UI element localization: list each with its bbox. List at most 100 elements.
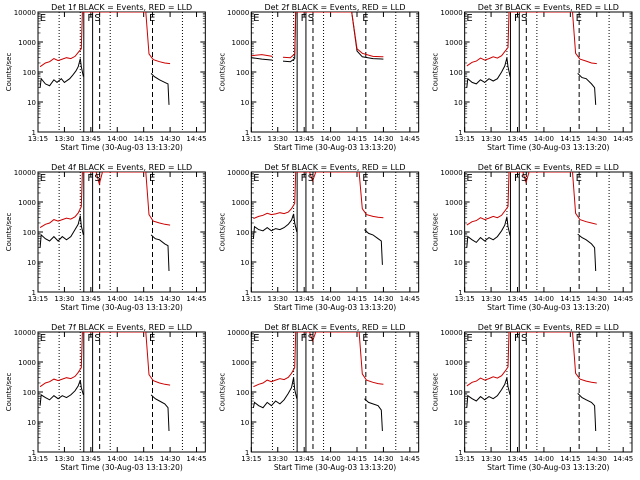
- y-axis-label: Counts/sec: [432, 213, 440, 252]
- series-line-events: [252, 377, 383, 432]
- x-tick-label: 14:45: [400, 135, 420, 143]
- y-axis-label: Counts/sec: [432, 373, 440, 412]
- plot-panel-8: Det 8f BLACK = Events, RED = LLD 1 10 100 10…: [218, 323, 420, 472]
- marker-label-e: E: [149, 13, 155, 24]
- marker-label-f: F: [301, 173, 307, 184]
- x-tick-label: 14:15: [347, 135, 367, 143]
- plot-data: [466, 172, 610, 292]
- plot-panel-6: Det 6f BLACK = Events, RED = LLD 1 10 100 10…: [432, 163, 634, 312]
- x-tick-label: 14:00: [534, 295, 554, 303]
- x-tick-label: 14:45: [186, 455, 206, 463]
- x-tick-label: 14:00: [107, 295, 127, 303]
- x-tick-label: 14:30: [587, 135, 607, 143]
- x-axis-label: Start Time (30-Aug-03 13:13:20): [487, 143, 609, 152]
- x-tick-label: 14:30: [373, 455, 393, 463]
- marker-label-e: E: [253, 173, 259, 184]
- marker-label-s: S: [521, 333, 527, 344]
- plot-data: [39, 12, 183, 132]
- y-tick-label: 100: [236, 69, 249, 77]
- x-axis-label: Start Time (30-Aug-03 13:13:20): [274, 463, 396, 472]
- plot-frame: [464, 331, 633, 453]
- marker-label-s: S: [94, 173, 100, 184]
- plot-frame: [250, 11, 420, 133]
- plot-frame: [37, 171, 206, 293]
- x-tick-label: 13:15: [241, 455, 261, 463]
- plot-frame: [464, 11, 633, 133]
- x-tick-label: 13:30: [268, 135, 288, 143]
- plot-panel-2: Det 2f BLACK = Events, RED = LLD 1 10 100 10…: [218, 3, 420, 152]
- x-tick-label: 13:45: [81, 295, 101, 303]
- series-line-events: [466, 57, 597, 105]
- x-tick-label: 13:45: [507, 455, 527, 463]
- marker-label-e: E: [576, 333, 582, 344]
- x-tick-label: 14:00: [320, 135, 340, 143]
- x-axis-label: Start Time (30-Aug-03 13:13:20): [60, 143, 182, 152]
- y-tick-label: 1000: [232, 199, 250, 207]
- x-tick-label: 13:15: [28, 135, 48, 143]
- y-tick-label: 10: [454, 99, 463, 107]
- marker-label-f: F: [87, 173, 93, 184]
- x-tick-label: 13:15: [28, 455, 48, 463]
- marker-label-f: F: [301, 13, 307, 24]
- y-tick-label: 100: [449, 389, 462, 397]
- x-tick-label: 14:00: [320, 455, 340, 463]
- series-line-events: [466, 216, 597, 272]
- marker-label-e: E: [149, 333, 155, 344]
- x-tick-label: 14:30: [587, 295, 607, 303]
- x-tick-label: 13:45: [294, 135, 314, 143]
- plot-frame: [464, 171, 633, 293]
- y-tick-label: 10000: [14, 169, 36, 177]
- marker-label-e: E: [576, 13, 582, 24]
- series-line-events: [39, 58, 170, 105]
- marker-label-e: E: [40, 13, 46, 24]
- y-tick-label: 1: [245, 129, 249, 137]
- y-tick-label: 100: [449, 69, 462, 77]
- plot-title: Det 3f BLACK = Events, RED = LLD: [478, 3, 619, 12]
- x-tick-label: 13:45: [81, 135, 101, 143]
- plot-title: Det 4f BLACK = Events, RED = LLD: [51, 163, 192, 172]
- y-tick-label: 10000: [14, 329, 36, 337]
- marker-label-e: E: [466, 173, 472, 184]
- plot-panel-9: Det 9f BLACK = Events, RED = LLD 1 10 100 10…: [432, 323, 634, 472]
- series-line-lld: [39, 12, 171, 68]
- marker-label-e: E: [40, 333, 46, 344]
- y-tick-label: 1000: [445, 359, 463, 367]
- y-tick-label: 10: [27, 259, 36, 267]
- y-tick-label: 1000: [232, 39, 250, 47]
- x-tick-label: 13:30: [54, 455, 74, 463]
- plot-title: Det 2f BLACK = Events, RED = LLD: [264, 3, 405, 12]
- y-tick-label: 10000: [14, 9, 36, 17]
- marker-label-e: E: [253, 333, 259, 344]
- x-tick-label: 14:15: [560, 455, 580, 463]
- x-tick-label: 13:30: [268, 295, 288, 303]
- y-tick-label: 10: [454, 419, 463, 427]
- plot-title: Det 7f BLACK = Events, RED = LLD: [51, 323, 192, 332]
- x-tick-label: 14:45: [613, 135, 633, 143]
- marker-label-s: S: [521, 173, 527, 184]
- y-tick-label: 1: [458, 129, 462, 137]
- plot-panel-1: Det 1f BLACK = Events, RED = LLD 1 10 100 10…: [5, 3, 207, 152]
- y-tick-label: 10000: [227, 329, 249, 337]
- x-tick-label: 13:30: [54, 295, 74, 303]
- x-tick-label: 13:30: [481, 295, 501, 303]
- series-line-lld: [253, 172, 384, 220]
- x-tick-label: 14:00: [534, 135, 554, 143]
- x-tick-label: 13:30: [481, 455, 501, 463]
- x-tick-label: 14:15: [347, 295, 367, 303]
- y-tick-label: 1000: [445, 199, 463, 207]
- marker-label-f: F: [87, 333, 93, 344]
- series-line-lld: [39, 332, 171, 388]
- y-tick-label: 1: [245, 449, 249, 457]
- x-tick-label: 14:45: [613, 295, 633, 303]
- x-axis-label: Start Time (30-Aug-03 13:13:20): [60, 303, 182, 312]
- plot-title: Det 9f BLACK = Events, RED = LLD: [478, 323, 619, 332]
- y-axis-label: Counts/sec: [218, 213, 226, 252]
- y-tick-label: 1: [32, 449, 36, 457]
- plot-data: [39, 172, 183, 292]
- marker-label-s: S: [308, 173, 314, 184]
- y-tick-label: 1000: [232, 359, 250, 367]
- y-tick-label: 10: [27, 99, 36, 107]
- x-tick-label: 14:30: [373, 295, 393, 303]
- marker-label-f: F: [514, 333, 520, 344]
- x-tick-label: 14:15: [134, 135, 154, 143]
